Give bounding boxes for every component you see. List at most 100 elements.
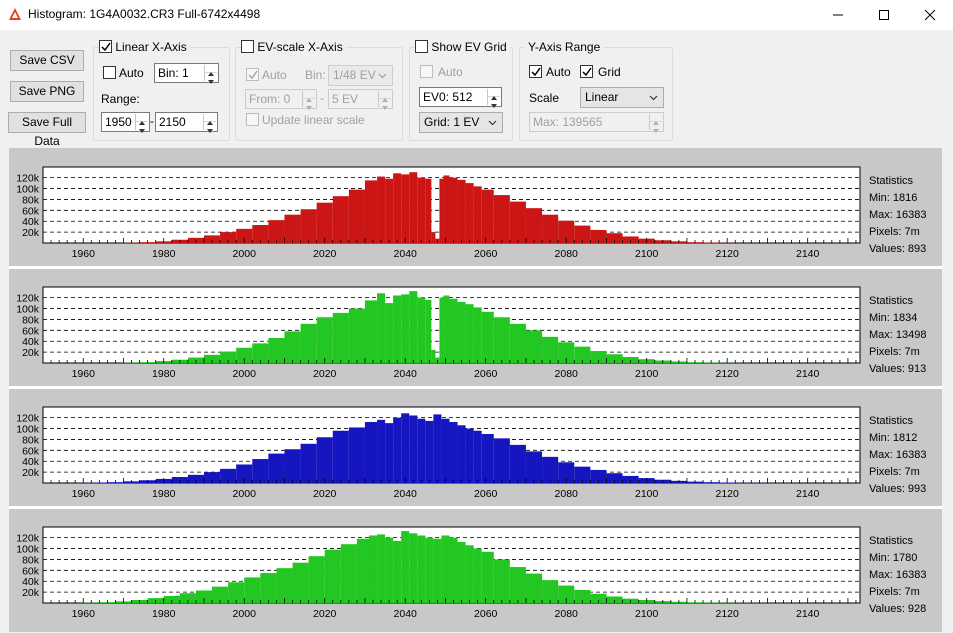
spin-down-button[interactable] bbox=[204, 122, 216, 133]
spin-down-button[interactable] bbox=[136, 122, 148, 133]
stats-title: Statistics bbox=[869, 295, 914, 307]
histogram-bar bbox=[558, 462, 575, 483]
histogram-bar bbox=[252, 225, 269, 243]
linear-auto-label: Auto bbox=[119, 66, 144, 80]
histogram-bar bbox=[385, 423, 394, 483]
spin-up-button[interactable] bbox=[488, 89, 500, 100]
histogram-bar bbox=[385, 178, 394, 243]
chevron-down-icon bbox=[378, 73, 387, 79]
histogram-bar bbox=[244, 577, 261, 603]
minimize-button[interactable] bbox=[815, 0, 861, 30]
histogram-bar bbox=[606, 233, 623, 243]
histogram-bar bbox=[465, 545, 474, 603]
y-tick-label: 40k bbox=[22, 456, 40, 468]
scale-label: Scale bbox=[529, 91, 560, 105]
x-tick-label: 2000 bbox=[233, 488, 257, 500]
show-ev-grid-title: Show EV Grid bbox=[431, 40, 507, 54]
histogram-bar bbox=[220, 351, 237, 363]
arrow-up-icon bbox=[306, 98, 312, 102]
histogram-bar bbox=[368, 535, 378, 603]
save-full-data-button[interactable]: Save Full Data bbox=[8, 112, 86, 148]
ev-bin-select[interactable]: 1/48 EV bbox=[328, 65, 393, 86]
stats-min: Min: 1816 bbox=[869, 192, 918, 204]
x-tick-label: 2020 bbox=[313, 248, 337, 260]
arrow-up-icon bbox=[382, 98, 388, 102]
histogram-bar bbox=[393, 295, 402, 363]
linear-x-axis-title: Linear X-Axis bbox=[115, 40, 187, 54]
histogram-bar bbox=[425, 537, 434, 603]
ev0-spinner[interactable]: EV0: 512 bbox=[419, 87, 502, 108]
y-auto-checkbox[interactable] bbox=[529, 65, 542, 78]
y-max-spinner[interactable]: Max: 139565 bbox=[529, 112, 664, 133]
linear-auto-checkbox[interactable] bbox=[103, 66, 116, 79]
linear-x-axis-checkbox[interactable] bbox=[99, 40, 112, 53]
range-to-spinner[interactable]: 2150 bbox=[155, 112, 218, 133]
histogram-bar bbox=[606, 596, 623, 603]
stats-values: Values: 928 bbox=[869, 603, 927, 615]
ev-grid-select[interactable]: Grid: 1 EV bbox=[419, 112, 503, 133]
ev-bin-label: Bin: bbox=[305, 68, 326, 82]
ev-from-spinner[interactable]: From: 0 bbox=[245, 89, 317, 110]
spin-up-button[interactable] bbox=[379, 91, 391, 102]
checkmark-icon bbox=[582, 67, 592, 77]
histogram-bar bbox=[284, 331, 301, 363]
stats-values: Values: 913 bbox=[869, 363, 927, 375]
arrow-up-icon bbox=[208, 72, 214, 76]
histogram-bar bbox=[441, 418, 450, 483]
spin-down-button[interactable] bbox=[205, 73, 217, 84]
arrow-up-icon bbox=[653, 121, 659, 125]
histogram-bar bbox=[441, 535, 450, 603]
update-linear-scale-label: Update linear scale bbox=[262, 113, 365, 127]
histogram-bar bbox=[606, 354, 623, 363]
histogram-bar bbox=[542, 580, 559, 603]
range-from-spinner[interactable]: 1950 bbox=[101, 112, 150, 133]
y-tick-label: 60k bbox=[22, 205, 40, 217]
histogram-bar bbox=[276, 568, 293, 603]
update-linear-scale-checkbox[interactable] bbox=[246, 113, 259, 126]
save-csv-button[interactable]: Save CSV bbox=[10, 50, 84, 71]
ev-to-spinner[interactable]: 5 EV bbox=[328, 89, 393, 110]
checkmark-icon bbox=[531, 67, 541, 77]
spin-up-button[interactable] bbox=[204, 114, 216, 125]
arrow-up-icon bbox=[139, 121, 145, 125]
histogram-bar bbox=[493, 317, 510, 363]
arrow-down-icon bbox=[653, 129, 659, 133]
spin-down-button[interactable] bbox=[650, 122, 662, 133]
histogram-bar bbox=[284, 449, 301, 483]
ev-grid-auto-checkbox[interactable] bbox=[420, 65, 433, 78]
histogram-bar bbox=[364, 422, 378, 483]
arrow-down-icon bbox=[208, 80, 214, 84]
ev0-value: EV0: 512 bbox=[423, 90, 473, 104]
spin-down-button[interactable] bbox=[488, 97, 500, 108]
histogram-bar bbox=[236, 464, 253, 483]
ev-auto-checkbox[interactable] bbox=[246, 68, 259, 81]
spin-down-button[interactable] bbox=[303, 99, 315, 110]
spin-down-button[interactable] bbox=[379, 99, 391, 110]
histogram-bar bbox=[473, 430, 482, 483]
histogram-bar bbox=[364, 180, 378, 243]
spin-up-button[interactable] bbox=[303, 91, 315, 102]
y-grid-checkbox[interactable] bbox=[580, 65, 593, 78]
maximize-button[interactable] bbox=[861, 0, 907, 30]
spin-up-button[interactable] bbox=[650, 114, 662, 125]
show-ev-grid-checkbox[interactable] bbox=[415, 40, 428, 53]
range-from-value: 1950 bbox=[105, 115, 132, 129]
ev-scale-x-axis-checkbox[interactable] bbox=[241, 40, 254, 53]
histogram-bar bbox=[324, 549, 341, 603]
histogram-bar bbox=[574, 225, 591, 243]
arrow-down-icon bbox=[207, 129, 213, 133]
x-tick-label: 2000 bbox=[233, 368, 257, 380]
scale-select[interactable]: Linear bbox=[580, 87, 664, 108]
histogram-bar bbox=[443, 175, 450, 243]
histogram-bar bbox=[300, 323, 317, 363]
save-png-button[interactable]: Save PNG bbox=[10, 81, 84, 102]
histogram-bar bbox=[377, 534, 386, 603]
spin-up-button[interactable] bbox=[205, 65, 217, 76]
histogram-bar bbox=[236, 228, 253, 243]
histogram-bar bbox=[348, 189, 365, 243]
linear-bin-spinner[interactable]: Bin: 1 bbox=[154, 63, 219, 84]
spin-up-button[interactable] bbox=[136, 114, 148, 125]
stats-max: Max: 16383 bbox=[869, 569, 927, 581]
close-button[interactable] bbox=[907, 0, 953, 30]
histogram-bar bbox=[509, 201, 526, 243]
